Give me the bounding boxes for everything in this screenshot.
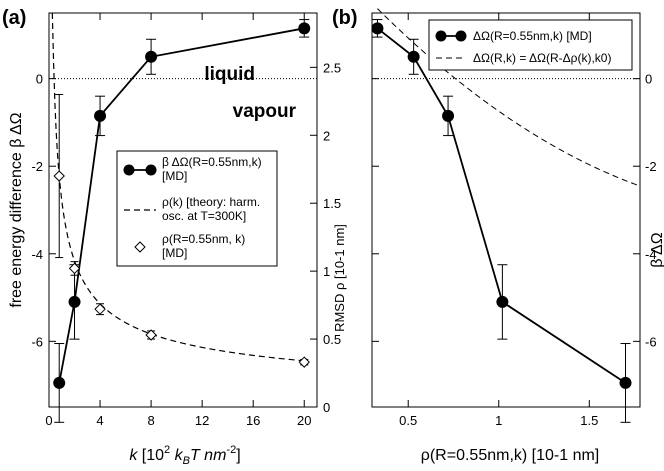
panel-b: 0.511.5 -6-4-202 (b) β ΔΩ ρ(R=0.55nm,k) … (332, 7, 664, 464)
x-label-a-part-2: 2 (164, 444, 170, 456)
x-tick-label-a: 4 (96, 413, 103, 428)
md-points-b (371, 22, 632, 389)
theory-curve-rho-k (51, 12, 304, 362)
legend-a: β ΔΩ(R=0.55nm,k) [MD] ρ(k) [theory: harm… (116, 150, 278, 267)
y2-tick-label-a: 0.5 (323, 332, 341, 347)
data-point-b (619, 376, 632, 389)
y-tick-label-a: -2 (31, 159, 43, 174)
y-tick-label-b: -4 (645, 247, 657, 262)
legend-a-entry-3-line-2: [MD] (162, 246, 187, 260)
diamond-points-a (53, 170, 310, 368)
y-ticks-b: -6-4-202 (372, 72, 657, 349)
x-label-a-part-7: ] (236, 447, 240, 464)
y2-tick-label-a: 2.5 (323, 60, 341, 75)
y2-tick-label-a: 0 (323, 400, 330, 415)
legend-a-entry-1-line-2: [MD] (162, 169, 187, 183)
md-points-a (53, 22, 311, 389)
md-errorbars-b (372, 19, 631, 423)
x-ticks-b: 0.5 1 1.5 (399, 13, 598, 428)
data-point-b (371, 22, 384, 35)
data-point-a (145, 50, 158, 63)
y2-tick-label-a: 2 (323, 128, 330, 143)
data-point-a (94, 109, 107, 122)
y-tick-label-b: 0 (645, 72, 652, 87)
shifted-free-energy-curve (377, 8, 639, 186)
x-tick-label-a: 0 (45, 413, 52, 428)
diamond-point (145, 329, 157, 341)
x-label-a-part-0: k (129, 447, 138, 464)
data-point-a (298, 22, 311, 35)
legend-b-circle-marker (435, 30, 447, 42)
data-point-b (496, 295, 509, 308)
x-tick-label-b: 1 (495, 413, 502, 428)
x-axis-label-b: ρ(R=0.55nm,k) [10-1 nm] (421, 447, 600, 464)
x-ticks-a: 0 4 8 12 16 20 (45, 13, 311, 428)
x-label-a-part-3: k (170, 447, 183, 464)
plot-frame-b (371, 12, 641, 408)
x-tick-label-b: 1.5 (580, 413, 598, 428)
legend-b-circle-marker-2 (455, 30, 467, 42)
legend-b-entry-2: ΔΩ(R,k) = ΔΩ(R-Δρ(k),k0) (473, 51, 611, 65)
data-point-b (407, 50, 420, 63)
x-label-a-part-6: -2 (226, 444, 236, 456)
legend-a-circle-marker-2 (145, 164, 157, 176)
md-free-energy-line-b (376, 27, 627, 384)
panel-a: 0 4 8 12 16 20 -6 -4 -2 0 0 0.5 1 1.5 2 2.5 (a) liqui… (2, 7, 347, 467)
y2-ticks-a: 0 0.5 1 1.5 2 2.5 (310, 60, 341, 415)
y-tick-label-a: 0 (36, 72, 43, 87)
legend-b-entry-1: ΔΩ(R=0.55nm,k) [MD] (473, 29, 592, 43)
annotation-liquid: liquid (204, 64, 255, 85)
y-tick-label-a: -4 (31, 247, 43, 262)
y-tick-label-a: -6 (31, 334, 43, 349)
legend-a-circle-marker (123, 164, 135, 176)
x-tick-label-a: 16 (246, 413, 260, 428)
x-tick-label-a: 8 (147, 413, 154, 428)
diamond-point (94, 303, 106, 315)
data-point-b (442, 109, 455, 122)
y2-axis-label-a: RMSD ρ [10-1 nm] (332, 224, 347, 332)
legend-a-entry-1-line-1: β ΔΩ(R=0.55nm,k) (162, 155, 262, 169)
plot-frame-a (48, 12, 318, 408)
x-tick-label-a: 20 (297, 413, 311, 428)
x-axis-label-a: k [102 kBT nm-2] (129, 444, 240, 467)
y2-tick-label-a: 1.5 (323, 196, 341, 211)
y-axis-label-b: β ΔΩ (649, 232, 664, 267)
legend-box-b (428, 19, 633, 71)
diamond-point (298, 356, 310, 368)
y2-tick-label-a: 1 (323, 264, 330, 279)
legend-a-entry-2-line-1: ρ(k) [theory: harm. (162, 195, 260, 209)
y-axis-label-a: free energy difference β ΔΩ (8, 112, 25, 307)
data-point-a (68, 295, 81, 308)
x-tick-label-b: 0.5 (399, 413, 417, 428)
diamond-point (68, 262, 81, 275)
annotation-vapour: vapour (233, 101, 297, 122)
legend-b: ΔΩ(R=0.55nm,k) [MD] ΔΩ(R,k) = ΔΩ(R-Δρ(k)… (428, 19, 633, 71)
legend-a-entry-2-line-2: osc. at T=300K] (162, 209, 246, 223)
x-tick-label-a: 12 (195, 413, 209, 428)
panel-label-a: (a) (2, 7, 26, 29)
data-point-a (53, 376, 66, 389)
diamond-point (53, 170, 65, 182)
y-tick-label-b: -2 (645, 159, 657, 174)
y-ticks-a: -6 -4 -2 0 (31, 72, 56, 349)
x-label-a-part-5: T nm (190, 447, 226, 464)
x-label-a-part-4: B (183, 455, 190, 467)
x-label-a-part-1: [10 (137, 447, 164, 464)
y-tick-label-b: -6 (645, 334, 657, 349)
legend-a-entry-3-line-1: ρ(R=0.55nm, k) (162, 232, 245, 246)
panel-label-b: (b) (332, 7, 358, 29)
legend-a-diamond-marker (134, 241, 146, 253)
